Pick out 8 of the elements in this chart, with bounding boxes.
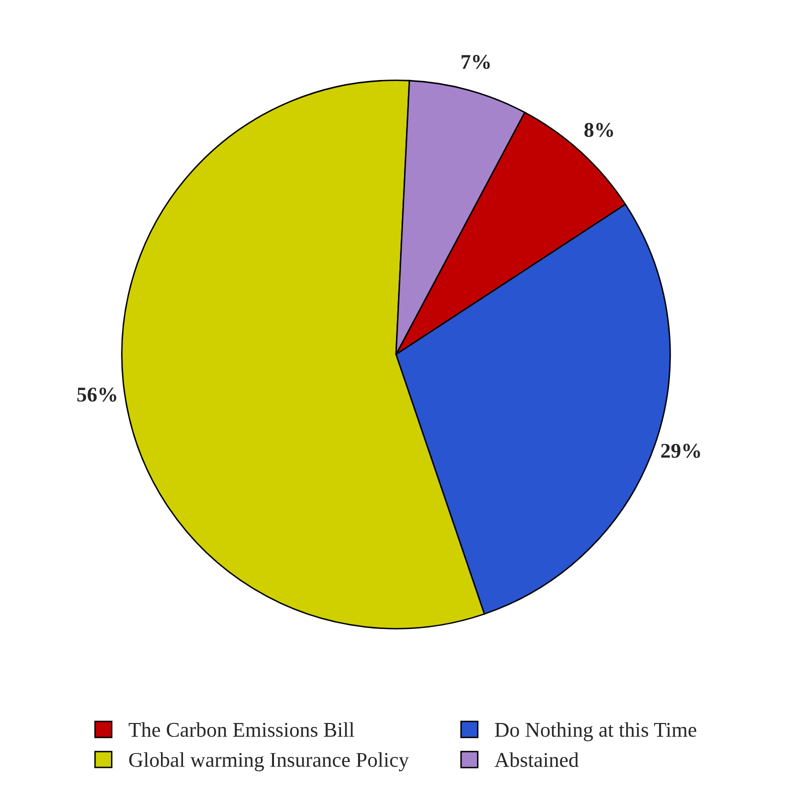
data-label: 29% (661, 444, 700, 458)
legend-label: Abstained (494, 752, 579, 768)
data-label: 56% (77, 388, 116, 402)
legend-label: Global warming Insurance Policy (129, 752, 409, 772)
data-label: 7% (462, 54, 490, 69)
legend-label: Do Nothing at this Time (494, 722, 696, 742)
legend-label: The Carbon Emissions Bill (128, 722, 354, 737)
data-label: 8% (584, 122, 614, 138)
